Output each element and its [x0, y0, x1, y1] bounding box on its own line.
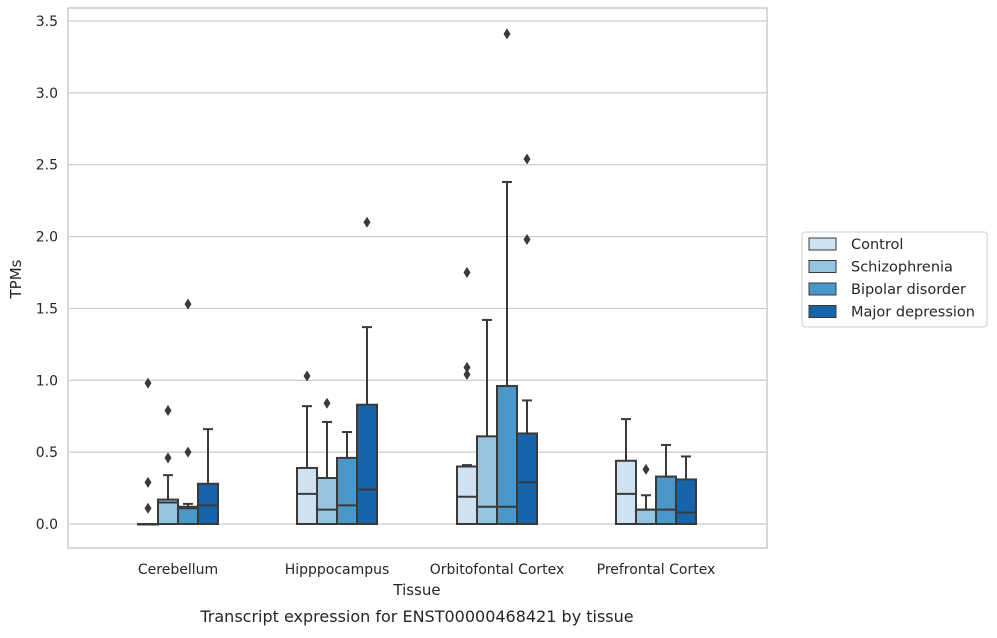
outlier-point: [144, 377, 152, 389]
box: [655, 475, 677, 525]
x-tick-label: Hipppocampus: [285, 562, 390, 578]
outlier-point: [523, 233, 531, 245]
box-group: [476, 318, 498, 525]
outlier-point: [463, 267, 471, 278]
box: [456, 465, 478, 525]
legend-label: Control: [851, 237, 903, 253]
outlier-point: [323, 397, 331, 409]
box: [316, 477, 338, 525]
box-group: [336, 431, 358, 525]
box-group: [675, 455, 697, 526]
outlier-point: [463, 361, 471, 373]
x-tick-label: Cerebellum: [138, 562, 218, 578]
outlier-point: [184, 298, 192, 310]
series-control: [137, 267, 637, 526]
outlier-point: [523, 153, 531, 165]
plot-frame: [67, 7, 768, 549]
box: [476, 435, 498, 525]
box-series: [137, 28, 697, 526]
box-group: [177, 298, 199, 525]
y-tick-label: 0.0: [36, 517, 58, 533]
box-group: [197, 428, 219, 526]
legend-swatch: [808, 282, 837, 296]
legend-label: Bipolar disorder: [851, 282, 966, 298]
outlier-point: [303, 370, 311, 382]
box-group: [615, 418, 637, 526]
y-tick-label: 2.5: [36, 158, 58, 174]
legend-swatch: [808, 237, 837, 251]
box: [356, 403, 378, 525]
outlier-point: [184, 446, 192, 458]
box: [336, 456, 358, 525]
box: [635, 508, 657, 525]
box-group: [316, 397, 338, 525]
x-tick-label: Orbitofontal Cortex: [430, 562, 565, 578]
box-group: [296, 370, 318, 525]
x-tick-label: Prefrontal Cortex: [597, 562, 716, 578]
box: [615, 459, 637, 526]
legend-label: Major depression: [851, 305, 975, 321]
y-tick-labels: 0.0 0.5 1.0 1.5 2.0 2.5 3.0 3.5: [36, 14, 58, 533]
y-tick-label: 1.0: [36, 373, 58, 389]
legend-swatch: [808, 260, 837, 273]
y-tick-label: 3.5: [36, 14, 58, 30]
outlier-point: [144, 502, 152, 514]
chart-caption: Transcript expression for ENST0000046842…: [199, 607, 633, 626]
outlier-point: [463, 369, 471, 381]
box: [197, 482, 219, 526]
outlier-point: [144, 476, 152, 488]
box-group: [496, 28, 518, 525]
outlier-point: [164, 404, 172, 416]
box-group: [635, 463, 657, 525]
box: [296, 466, 318, 525]
box: [516, 432, 538, 525]
box: [177, 505, 199, 525]
box-group: [456, 267, 478, 525]
x-axis-label: Tissue: [392, 581, 440, 599]
outlier-point: [164, 452, 172, 464]
y-tick-label: 0.5: [36, 445, 58, 461]
grid-lines: [68, 20, 767, 525]
box-group: [516, 153, 538, 525]
box-group: [137, 377, 159, 526]
series-bipolar-disorder: [177, 28, 677, 525]
series-major-depression: [197, 153, 697, 526]
box-group: [157, 404, 179, 526]
legend-swatch: [808, 305, 837, 318]
box: [496, 385, 518, 525]
outlier-point: [363, 216, 371, 228]
y-tick-label: 2.0: [36, 230, 58, 246]
outlier-point: [503, 28, 511, 40]
box-group: [356, 216, 378, 525]
outlier-point: [642, 463, 650, 475]
x-tick-labels: Cerebellum Hipppocampus Orbitofontal Corte…: [138, 562, 715, 578]
box: [675, 478, 697, 526]
legend-frame: [801, 231, 988, 328]
legend-label: Schizophrenia: [851, 260, 953, 276]
y-axis-label: TPMs: [7, 259, 25, 299]
y-tick-label: 1.5: [36, 301, 58, 317]
series-schizophrenia: [157, 318, 657, 526]
legend: Control Schizophrenia Bipolar disorder Majo…: [801, 231, 988, 328]
y-tick-label: 3.0: [36, 86, 58, 102]
box-group: [655, 443, 677, 525]
